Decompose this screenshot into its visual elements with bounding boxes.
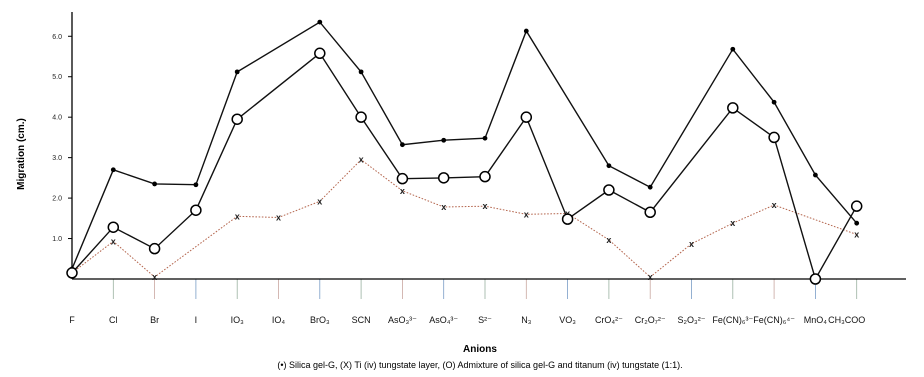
y-tick-label: 5.0 (52, 74, 62, 81)
x-tick-label: AsO₄³⁻ (429, 315, 458, 325)
data-point (850, 200, 863, 212)
y-ticks: 1.0 2.0 3.0 4.0 5.0 6.0 (52, 34, 72, 243)
x-tick-label: Fe(CN)₆³⁻ (712, 315, 753, 325)
data-point (482, 135, 488, 141)
data-point (441, 137, 447, 143)
data-point (561, 213, 574, 225)
x-tick-label: VO₃ (559, 315, 576, 325)
data-point (66, 267, 78, 279)
data-point (771, 99, 777, 105)
x-tick-label: F (69, 315, 75, 325)
x-tick-label: CH₃COO (828, 315, 865, 325)
x-tick-label: N₃ (521, 315, 531, 325)
x-tick-label: Cl (109, 315, 118, 325)
data-point (854, 220, 860, 226)
data-point (358, 69, 364, 75)
x-tick-label: IO₄ (272, 315, 286, 325)
x-tick-label: Cr₂O₇²⁻ (635, 315, 666, 325)
data-point (768, 131, 780, 144)
data-point (813, 172, 818, 178)
data-point (809, 273, 822, 285)
x-tick-label: BrO₃ (310, 315, 330, 325)
series: xxxxxxxxxxxxxxxxxx (66, 19, 863, 285)
data-point (730, 46, 736, 52)
x-tick-label: CrO₄²⁻ (595, 315, 623, 325)
data-point (110, 167, 116, 173)
data-point: x (854, 230, 859, 240)
y-tick-label: 6.0 (52, 34, 62, 41)
category-gridlines (112, 279, 858, 299)
x-tick-label: S₂O₃²⁻ (678, 315, 706, 325)
data-point: x (524, 209, 529, 219)
y-tick-label: 3.0 (52, 155, 62, 162)
data-point: x (441, 202, 446, 212)
chart-caption: (•) Silica gel-G, (X) Ti (iv) tungstate … (277, 360, 682, 370)
data-point (727, 102, 739, 114)
data-point (647, 184, 653, 190)
data-point (152, 181, 158, 187)
data-point (193, 182, 199, 188)
data-point (437, 172, 450, 184)
y-tick-label: 4.0 (52, 115, 62, 122)
data-point (644, 206, 656, 218)
data-point: x (111, 236, 116, 246)
series-line (71, 21, 858, 270)
data-point (234, 69, 240, 75)
data-point (520, 111, 533, 123)
x-tick-label: MnO₄ (804, 315, 828, 325)
series-dot (69, 19, 860, 272)
axes (71, 12, 906, 280)
x-tick-label: I (195, 315, 198, 325)
x-tick-label: S²⁻ (478, 315, 492, 325)
x-tick-label: AsO₃³⁻ (388, 315, 417, 325)
data-point (479, 170, 491, 183)
data-point: x (772, 200, 777, 210)
series-x: xxxxxxxxxxxxxxxxxx (69, 155, 859, 282)
data-point (107, 221, 120, 233)
data-point: x (648, 272, 653, 282)
y-axis-title: Migration (cm.) (16, 118, 27, 190)
data-point: x (482, 201, 487, 211)
data-point: x (400, 186, 405, 196)
data-point (317, 19, 323, 25)
data-point (231, 113, 243, 125)
data-point: x (606, 235, 611, 245)
data-point: x (689, 239, 694, 249)
data-point: x (730, 218, 735, 228)
x-tick-label: SCN (352, 315, 371, 325)
data-point: x (235, 211, 240, 221)
data-point: x (276, 213, 281, 223)
data-point (603, 184, 615, 196)
y-tick-label: 1.0 (52, 236, 62, 243)
data-point (190, 204, 202, 216)
data-point (606, 163, 612, 169)
data-point (314, 47, 326, 60)
data-point (396, 172, 409, 185)
series-circle (66, 47, 863, 285)
data-point (523, 28, 529, 34)
x-tick-labels: F Cl Br I IO₃ IO₄ BrO₃ SCN AsO₃³⁻ AsO₄³⁻ S²⁻ N₃ VO₃ C… (69, 315, 865, 325)
x-axis-title: Anions (463, 344, 497, 355)
data-point (148, 242, 161, 255)
x-tick-label: IO₃ (231, 315, 245, 325)
data-point: x (317, 196, 322, 206)
data-point: x (359, 155, 364, 165)
x-tick-label: Fe(CN)₆⁴⁻ (753, 315, 795, 325)
data-point: x (152, 272, 157, 282)
data-point (400, 142, 405, 148)
series-line (71, 159, 857, 278)
y-tick-label: 2.0 (52, 196, 62, 203)
x-tick-label: Br (150, 315, 159, 325)
data-point (355, 111, 367, 123)
series-line (71, 52, 858, 281)
